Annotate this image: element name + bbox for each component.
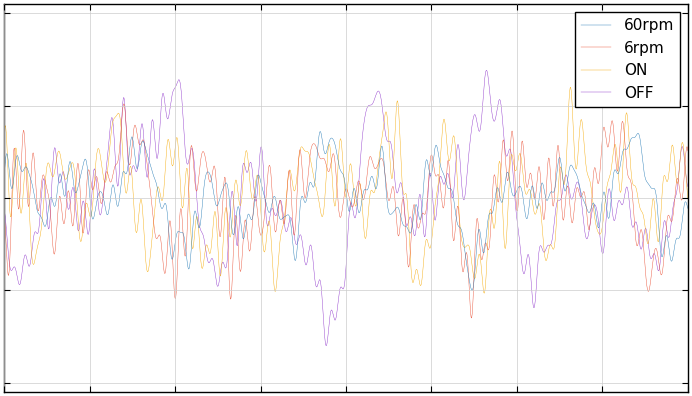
60rpm bbox=[639, 166, 648, 171]
OFF bbox=[639, 235, 648, 240]
60rpm bbox=[316, 129, 325, 134]
Line: OFF: OFF bbox=[4, 70, 688, 346]
Line: 6rpm: 6rpm bbox=[4, 104, 688, 318]
ON bbox=[170, 151, 179, 156]
60rpm bbox=[0, 174, 8, 179]
6rpm bbox=[120, 101, 128, 106]
OFF bbox=[170, 86, 179, 91]
6rpm bbox=[323, 168, 331, 172]
OFF bbox=[322, 343, 330, 348]
ON bbox=[566, 85, 574, 89]
OFF bbox=[414, 208, 422, 213]
6rpm bbox=[439, 206, 447, 210]
60rpm bbox=[170, 245, 179, 250]
ON bbox=[323, 154, 331, 158]
6rpm bbox=[170, 293, 179, 297]
60rpm bbox=[414, 207, 422, 212]
Line: 60rpm: 60rpm bbox=[4, 131, 688, 290]
60rpm bbox=[323, 145, 331, 150]
60rpm bbox=[439, 171, 447, 175]
OFF bbox=[684, 184, 692, 189]
60rpm bbox=[490, 205, 498, 210]
ON bbox=[439, 120, 447, 125]
6rpm bbox=[467, 316, 475, 320]
ON bbox=[684, 196, 692, 201]
60rpm bbox=[468, 288, 476, 293]
OFF bbox=[439, 181, 447, 186]
OFF bbox=[482, 68, 491, 72]
ON bbox=[414, 270, 422, 274]
6rpm bbox=[490, 175, 498, 179]
6rpm bbox=[684, 148, 692, 153]
Line: ON: ON bbox=[4, 87, 688, 293]
Legend: 60rpm, 6rpm, ON, OFF: 60rpm, 6rpm, ON, OFF bbox=[575, 12, 680, 107]
6rpm bbox=[0, 213, 8, 217]
ON bbox=[0, 132, 8, 137]
OFF bbox=[490, 118, 498, 123]
6rpm bbox=[639, 244, 648, 249]
OFF bbox=[323, 337, 331, 342]
60rpm bbox=[684, 206, 692, 211]
OFF bbox=[0, 208, 8, 212]
ON bbox=[489, 226, 498, 230]
ON bbox=[480, 291, 489, 295]
ON bbox=[639, 214, 648, 219]
6rpm bbox=[414, 224, 422, 229]
